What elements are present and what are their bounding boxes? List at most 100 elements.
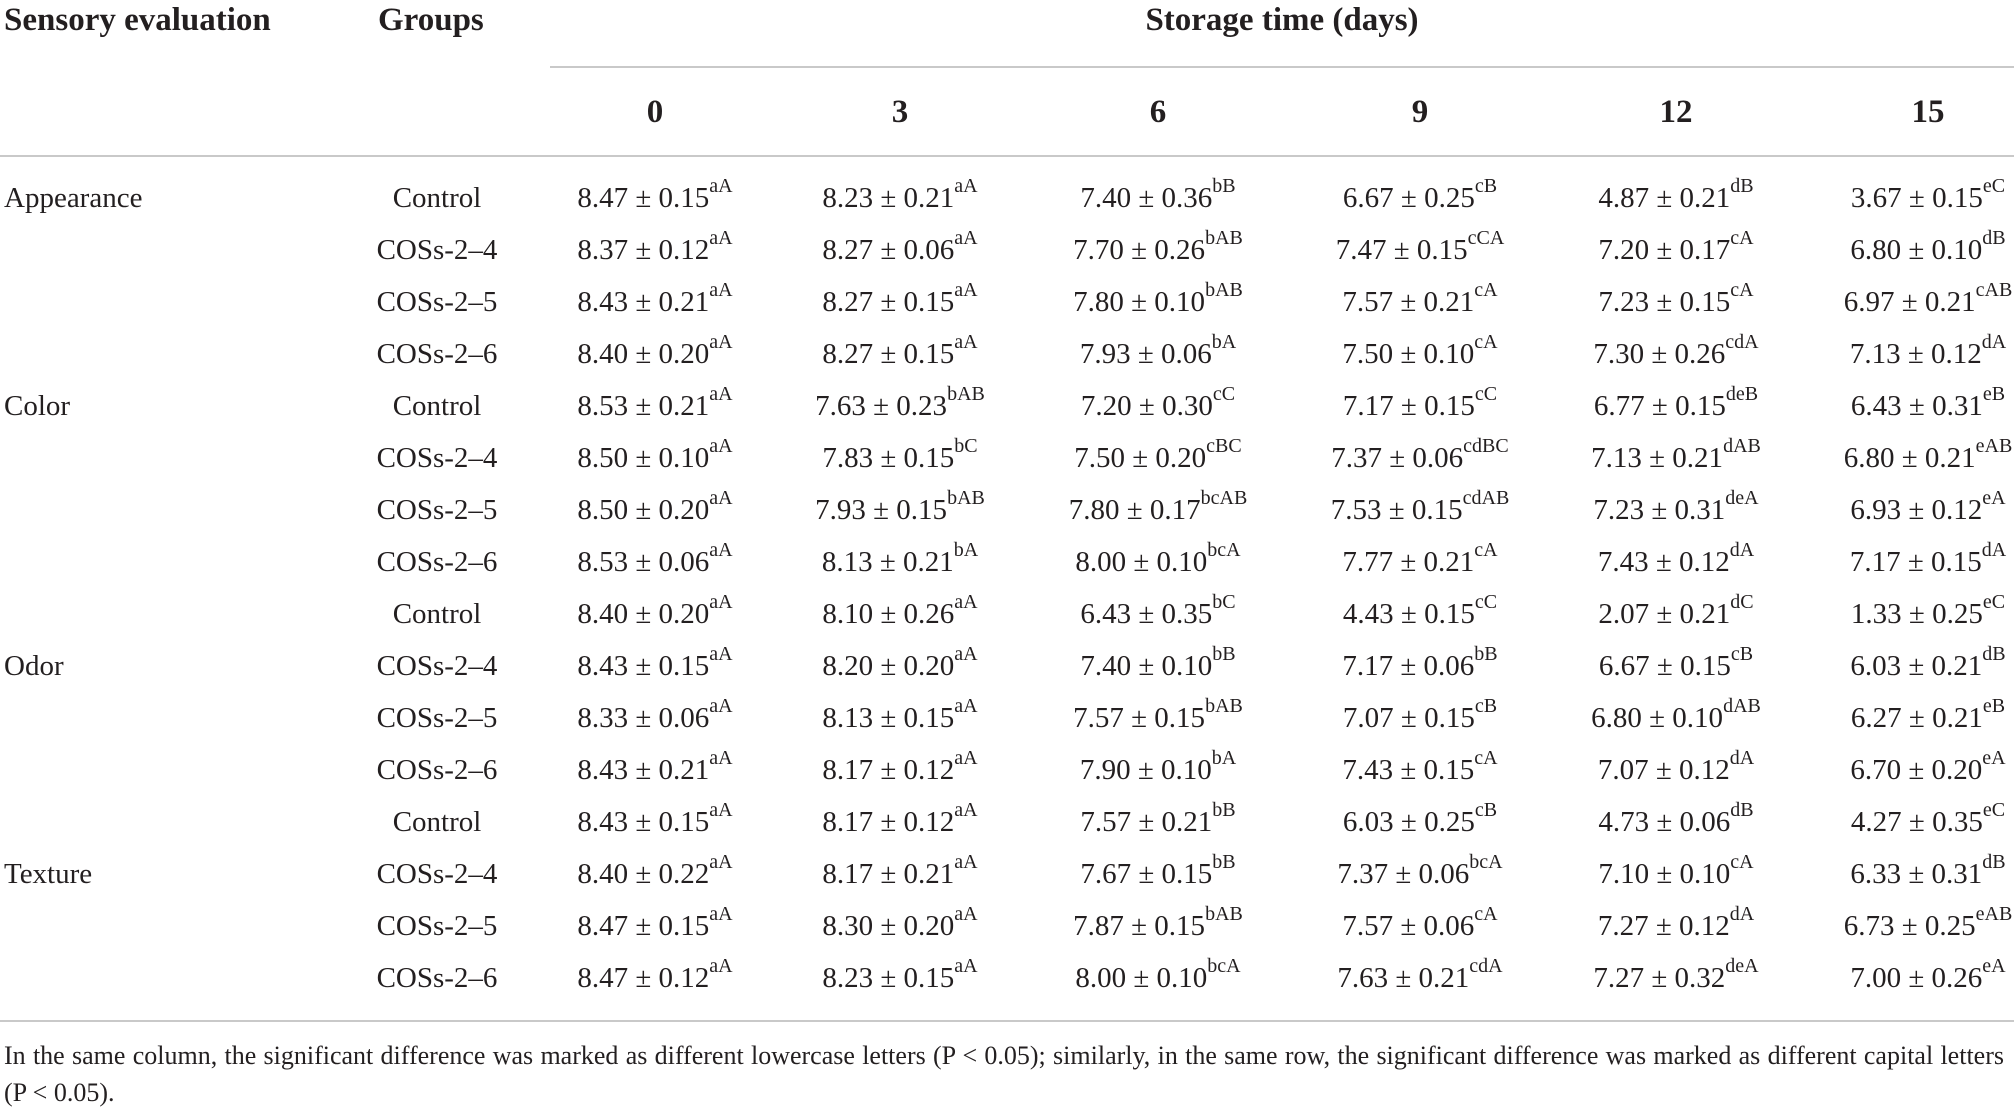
table-cell: 8.00 ± 0.10bcA xyxy=(1075,956,1240,995)
group-label: COSs-2–4 xyxy=(376,650,498,682)
cell-significance-letters: aA xyxy=(954,331,978,354)
group-label: Control xyxy=(392,182,482,214)
cell-significance-letters: aA xyxy=(709,435,733,458)
table-cell: 7.17 ± 0.06bB xyxy=(1342,644,1497,683)
table-cell: 8.27 ± 0.06aA xyxy=(822,228,977,267)
cell-value: 3.67 ± 0.15 xyxy=(1850,182,1983,214)
table-cell: 7.07 ± 0.12dA xyxy=(1597,748,1754,787)
cell-value: 7.20 ± 0.17 xyxy=(1598,234,1731,266)
category-label: Texture xyxy=(4,858,93,890)
cell-value: 6.03 ± 0.21 xyxy=(1850,650,1983,682)
cell-value: 7.30 ± 0.26 xyxy=(1593,338,1726,370)
day-header-3: 9 xyxy=(1411,94,1429,130)
cell-significance-letters: bAB xyxy=(947,487,985,510)
table-cell: 8.43 ± 0.15aA xyxy=(577,800,732,839)
cell-value: 8.47 ± 0.12 xyxy=(577,962,710,994)
table-cell: 8.47 ± 0.12aA xyxy=(577,956,732,995)
cell-value: 2.07 ± 0.21 xyxy=(1598,598,1731,630)
group-label: COSs-2–6 xyxy=(376,962,498,994)
cell-value: 7.80 ± 0.10 xyxy=(1073,286,1206,318)
cell-significance-letters: aA xyxy=(709,955,733,978)
cell-significance-letters: dAB xyxy=(1723,435,1761,458)
table-cell: 8.27 ± 0.15aA xyxy=(822,332,977,371)
cell-value: 8.37 ± 0.12 xyxy=(577,234,710,266)
table-cell: 7.93 ± 0.06bA xyxy=(1079,332,1236,371)
cell-significance-letters: eA xyxy=(1982,747,2006,770)
cell-significance-letters: eC xyxy=(1982,175,2006,198)
group-label: COSs-2–6 xyxy=(376,754,498,786)
header-sensory-evaluation: Sensory evaluation xyxy=(4,2,271,38)
cell-significance-letters: eC xyxy=(1982,591,2006,614)
day-header-1: 3 xyxy=(891,94,909,130)
cell-significance-letters: dB xyxy=(1982,851,2006,874)
cell-significance-letters: cA xyxy=(1730,851,1754,874)
cell-significance-letters: deA xyxy=(1725,487,1759,510)
table-cell: 7.47 ± 0.15cCA xyxy=(1336,228,1505,267)
cell-value: 8.17 ± 0.21 xyxy=(822,858,955,890)
table-cell: 7.57 ± 0.21bB xyxy=(1080,800,1235,839)
cell-value: 6.80 ± 0.10 xyxy=(1591,702,1724,734)
cell-value: 7.70 ± 0.26 xyxy=(1073,234,1206,266)
cell-value: 7.57 ± 0.15 xyxy=(1073,702,1206,734)
cell-value: 8.50 ± 0.10 xyxy=(577,442,710,474)
table-cell: 8.50 ± 0.10aA xyxy=(577,436,732,475)
group-label: COSs-2–4 xyxy=(376,234,498,266)
cell-significance-letters: cB xyxy=(1730,643,1754,666)
table-cell: 7.23 ± 0.31deA xyxy=(1593,488,1758,527)
cell-value: 7.37 ± 0.06 xyxy=(1331,442,1464,474)
day-header-2: 6 xyxy=(1149,94,1167,130)
cell-value: 6.33 ± 0.31 xyxy=(1850,858,1983,890)
cell-significance-letters: cAB xyxy=(1975,279,2013,302)
cell-value: 4.27 ± 0.35 xyxy=(1850,806,1983,838)
cell-value: 7.57 ± 0.21 xyxy=(1080,806,1213,838)
cell-value: 6.70 ± 0.20 xyxy=(1850,754,1983,786)
cell-significance-letters: bcA xyxy=(1207,955,1241,978)
table-cell: 6.73 ± 0.25eAB xyxy=(1844,904,2013,943)
cell-value: 8.13 ± 0.15 xyxy=(822,702,955,734)
table-cell: 7.27 ± 0.12dA xyxy=(1597,904,1754,943)
table-cell: 7.17 ± 0.15dA xyxy=(1850,540,2006,579)
cell-value: 7.40 ± 0.36 xyxy=(1080,182,1213,214)
cell-significance-letters: aA xyxy=(954,747,978,770)
cell-value: 6.80 ± 0.10 xyxy=(1850,234,1983,266)
group-label: Control xyxy=(392,390,482,422)
cell-significance-letters: cA xyxy=(1474,331,1498,354)
cell-significance-letters: dB xyxy=(1730,175,1754,198)
table-cell: 2.07 ± 0.21dC xyxy=(1598,592,1753,631)
cell-value: 7.93 ± 0.06 xyxy=(1079,338,1212,370)
cell-value: 7.17 ± 0.06 xyxy=(1342,650,1475,682)
table-cell: 8.17 ± 0.21aA xyxy=(822,852,977,891)
table-cell: 7.13 ± 0.12dA xyxy=(1850,332,2006,371)
cell-significance-letters: cC xyxy=(1212,383,1236,406)
cell-value: 8.47 ± 0.15 xyxy=(577,910,710,942)
cell-value: 7.07 ± 0.15 xyxy=(1342,702,1475,734)
cell-value: 6.93 ± 0.12 xyxy=(1850,494,1983,526)
cell-significance-letters: aA xyxy=(709,851,733,874)
group-label: COSs-2–6 xyxy=(376,338,498,370)
cell-significance-letters: aA xyxy=(709,695,733,718)
table-cell: 7.83 ± 0.15bC xyxy=(822,436,977,475)
cell-significance-letters: cdA xyxy=(1725,331,1759,354)
group-label: COSs-2–5 xyxy=(376,910,498,942)
group-label: COSs-2–5 xyxy=(376,286,498,318)
cell-significance-letters: aA xyxy=(954,955,978,978)
header-storage-time: Storage time (days) xyxy=(1145,2,1419,38)
table-cell: 4.43 ± 0.15cC xyxy=(1343,592,1497,631)
group-label: COSs-2–4 xyxy=(376,858,498,890)
cell-value: 6.77 ± 0.15 xyxy=(1593,390,1726,422)
cell-significance-letters: cA xyxy=(1474,539,1498,562)
cell-significance-letters: dA xyxy=(1729,903,1755,926)
cell-value: 8.23 ± 0.21 xyxy=(822,182,955,214)
cell-value: 8.17 ± 0.12 xyxy=(822,806,955,838)
cell-significance-letters: aA xyxy=(954,799,978,822)
cell-value: 7.27 ± 0.12 xyxy=(1597,910,1730,942)
table-cell: 8.40 ± 0.20aA xyxy=(577,332,732,371)
cell-significance-letters: bAB xyxy=(947,383,985,406)
cell-significance-letters: bcAB xyxy=(1200,487,1248,510)
cell-significance-letters: cCA xyxy=(1467,227,1505,250)
cell-value: 4.73 ± 0.06 xyxy=(1598,806,1731,838)
table-cell: 7.40 ± 0.36bB xyxy=(1080,176,1235,215)
cell-significance-letters: dC xyxy=(1730,591,1754,614)
cell-value: 6.97 ± 0.21 xyxy=(1843,286,1976,318)
cell-value: 7.07 ± 0.12 xyxy=(1597,754,1730,786)
